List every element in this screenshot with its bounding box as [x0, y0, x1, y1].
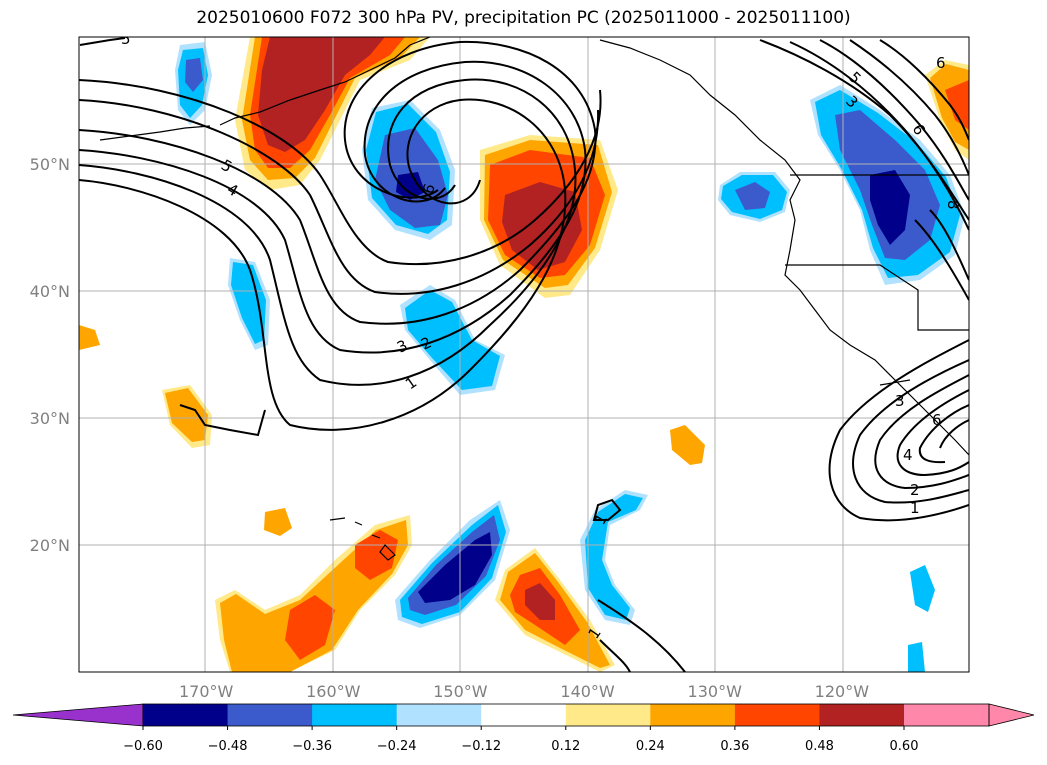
contour-label: 8 — [944, 200, 962, 210]
precip-positive-blob — [258, 37, 385, 152]
precip-negative-blob — [231, 262, 266, 344]
colorbar-segment — [650, 704, 736, 726]
pv-contour-line — [597, 599, 686, 672]
lat-tick-label: 30°N — [30, 409, 70, 428]
colorbar-segment — [904, 704, 989, 726]
colorbar-tick-label: −0.48 — [208, 739, 248, 754]
precip-negative-blob — [585, 494, 643, 620]
colorbar-tick-label: −0.24 — [377, 739, 417, 754]
precip-positive-blob — [165, 388, 208, 442]
precip-positive-blob — [79, 325, 100, 350]
pv-contour-line — [852, 359, 969, 504]
pv-contour-line — [179, 404, 266, 437]
lon-tick-label: 150°W — [433, 682, 488, 701]
pv-contour-line — [849, 39, 969, 176]
colorbar-segment — [227, 704, 313, 726]
precip-negative-blob — [910, 565, 935, 612]
colorbar-segment — [396, 704, 482, 726]
precip-positive-blob — [945, 80, 969, 130]
precip-positive-blob — [355, 530, 398, 580]
precip-negative-blob — [908, 642, 925, 672]
precip-positive-blob — [670, 425, 705, 465]
colorbar-tick-label: −0.12 — [461, 739, 501, 754]
contour-label: 1 — [910, 499, 920, 517]
lon-tick-label: 130°W — [688, 682, 743, 701]
precip-positive-blob — [264, 508, 292, 536]
pv-contour-line — [929, 209, 969, 281]
contour-label: 3 — [895, 392, 905, 410]
precip-negative-blob — [396, 172, 425, 200]
pv-contour-line — [879, 39, 969, 141]
pv-contours — [79, 37, 969, 672]
lon-tick-labels: 170°W 160°W 150°W 140°W 130°W 120°W — [179, 682, 869, 701]
pv-contour-line — [79, 98, 567, 431]
pv-contour-line — [79, 37, 126, 46]
precip-shading — [79, 37, 969, 672]
pv-contour-line — [896, 389, 969, 477]
pv-contour-line — [79, 99, 600, 295]
pv-contour-line — [79, 79, 602, 266]
colorbar-tick-label: −0.36 — [292, 739, 332, 754]
lat-tick-labels: 20°N 30°N 40°N 50°N — [30, 155, 70, 555]
contour-label: 4 — [903, 446, 913, 464]
chart-title: 2025010600 F072 300 hPa PV, precipitatio… — [196, 8, 851, 28]
pv-contour-line — [918, 404, 969, 464]
pv-contour-line — [592, 498, 622, 521]
pv-contour-line — [79, 40, 597, 325]
lat-tick-label: 40°N — [30, 282, 70, 301]
precip-negative-blob — [185, 58, 203, 92]
precip-negative-blob — [735, 182, 770, 210]
colorbar-extend-low — [12, 703, 144, 727]
pv-contour-line — [828, 339, 969, 522]
precip-positive-blob — [502, 182, 582, 270]
colorbar-segment — [819, 704, 905, 726]
colorbar-tick-label: 0.60 — [890, 739, 919, 754]
pv-contour-line — [599, 639, 631, 672]
precip-negative-blob — [870, 170, 910, 245]
pv-contour-line — [819, 39, 969, 201]
precip-positive-blob — [525, 583, 555, 620]
lon-tick-label: 120°W — [815, 682, 870, 701]
pv-contour-line — [789, 41, 969, 231]
contour-label: 2 — [910, 481, 920, 499]
colorbar-tick-label: 0.48 — [805, 739, 834, 754]
pv-contour-line — [874, 374, 969, 490]
colorbar-tick-label: 0.24 — [636, 739, 665, 754]
colorbar-tick-label: 0.36 — [720, 739, 749, 754]
lat-tick-label: 50°N — [30, 155, 70, 174]
precip-negative-blob — [418, 532, 492, 603]
pv-contour-line — [914, 219, 969, 301]
colorbar-segment — [143, 704, 229, 726]
pv-contour-line — [79, 60, 587, 354]
map-frame — [78, 36, 970, 673]
lat-tick-label: 20°N — [30, 536, 70, 555]
lon-tick-label: 160°W — [306, 682, 361, 701]
colorbar-extend-high — [988, 703, 1035, 727]
lon-tick-label: 170°W — [179, 682, 234, 701]
colorbar-segment — [734, 704, 820, 726]
precip-positive-blob — [285, 595, 335, 660]
pv-contour-line — [79, 78, 577, 386]
contour-label: 5 — [121, 30, 131, 48]
colorbar-segment — [312, 704, 398, 726]
colorbar-tick-label: −0.60 — [123, 739, 163, 754]
lon-tick-label: 140°W — [560, 682, 615, 701]
colorbar-segment — [481, 704, 567, 726]
contour-label: 6 — [932, 411, 942, 429]
plot-area: 5 4 5 6 3 2 1 5 3 6 6 8 3 6 4 2 1 1 1 — [79, 30, 969, 672]
pv-contour-line — [939, 419, 969, 449]
colorbar: −0.60 −0.48 −0.36 −0.24 −0.12 0.12 0.24 0.36 0.4… — [12, 703, 1035, 754]
contour-label: 6 — [936, 54, 946, 72]
colorbar-segment — [565, 704, 651, 726]
colorbar-tick-label: 0.12 — [551, 739, 580, 754]
